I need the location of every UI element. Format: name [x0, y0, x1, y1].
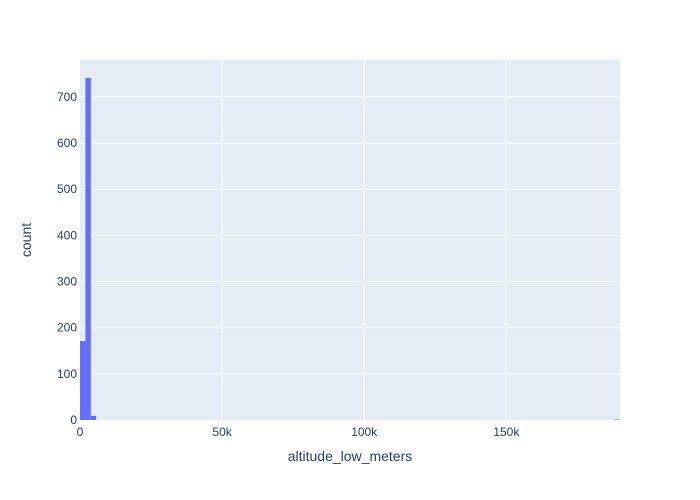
y-tick-label: 300: [57, 275, 77, 289]
y-tick-label: 700: [57, 90, 77, 104]
x-tick-label: 100k: [351, 425, 378, 439]
x-axis-title: altitude_low_meters: [288, 448, 413, 464]
gridlines: [80, 60, 620, 420]
x-tick-label: 50k: [212, 425, 232, 439]
y-tick-label: 500: [57, 182, 77, 196]
y-tick-label: 200: [57, 321, 77, 335]
y-tick-label: 0: [70, 413, 77, 427]
histogram-bar: [85, 78, 91, 420]
y-tick-label: 100: [57, 367, 77, 381]
y-axis-ticks: 0 100 200 300 400 500 600 700: [57, 90, 77, 427]
x-tick-label: 150k: [493, 425, 520, 439]
histogram-bar: [90, 415, 97, 420]
x-tick-label: 0: [77, 425, 84, 439]
y-tick-label: 600: [57, 136, 77, 150]
x-axis-ticks: 0 50k 100k 150k: [77, 425, 521, 439]
plot-area: [80, 60, 620, 420]
histogram-bars: [80, 78, 620, 420]
y-axis-title: count: [18, 223, 34, 257]
y-tick-label: 400: [57, 228, 77, 242]
histogram-bar: [80, 341, 86, 420]
